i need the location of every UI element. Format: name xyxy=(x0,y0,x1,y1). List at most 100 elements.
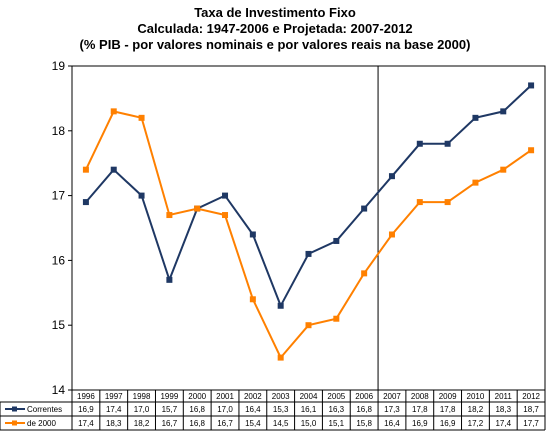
data-table: 1996 1997 1998 1999 2000 2001 2002 2003 2004 2005… xyxy=(0,390,546,431)
y-tick-label: 18 xyxy=(52,124,66,138)
data-point xyxy=(416,140,423,147)
data-point xyxy=(222,192,229,199)
series-line-1 xyxy=(85,84,532,309)
data-label: 17,3 xyxy=(384,405,400,414)
legend-marker xyxy=(12,406,17,412)
category-label: 2010 xyxy=(467,392,485,401)
data-point xyxy=(444,140,451,147)
data-point xyxy=(361,270,368,277)
category-label: 1999 xyxy=(160,392,178,401)
y-tick-label: 16 xyxy=(52,253,66,267)
data-point xyxy=(166,212,173,219)
data-label: 15,7 xyxy=(162,405,178,414)
data-point xyxy=(82,199,89,206)
data-point xyxy=(166,276,173,283)
data-label: 16,9 xyxy=(412,419,428,428)
data-point xyxy=(277,302,284,309)
chart-subtitle: Calculada: 1947-2006 e Projetada: 2007-2… xyxy=(137,21,413,36)
data-label: 16,1 xyxy=(301,405,317,414)
category-label: 2012 xyxy=(522,392,540,401)
data-label: 17,0 xyxy=(134,405,150,414)
data-label: 18,3 xyxy=(495,405,511,414)
chart-titles: Taxa de Investimento Fixo Calculada: 194… xyxy=(0,5,550,53)
legend-label: de 2000 xyxy=(27,419,56,428)
data-point xyxy=(305,250,312,257)
data-point xyxy=(138,114,145,121)
legend-label: Correntes xyxy=(27,405,62,414)
chart-subtitle-2: (% PIB - por valores nominais e por valo… xyxy=(79,37,471,52)
data-label: 18,3 xyxy=(106,419,122,428)
category-label: 2005 xyxy=(327,392,345,401)
data-point xyxy=(528,82,535,89)
data-label: 17,4 xyxy=(495,419,511,428)
category-label: 2001 xyxy=(216,392,234,401)
series-line-2 xyxy=(84,110,532,360)
data-point xyxy=(249,231,256,238)
data-point xyxy=(222,212,229,219)
data-label: 16,9 xyxy=(78,405,94,414)
data-label: 16,8 xyxy=(189,419,205,428)
data-point xyxy=(361,205,368,212)
data-point xyxy=(388,231,395,238)
category-label: 2009 xyxy=(439,392,457,401)
legend-marker xyxy=(12,420,17,426)
category-label: 2011 xyxy=(495,392,513,401)
data-point xyxy=(194,205,201,212)
category-label: 1998 xyxy=(133,392,151,401)
data-label: 15,3 xyxy=(273,405,289,414)
data-point xyxy=(472,114,479,121)
data-label: 16,7 xyxy=(217,419,233,428)
category-label: 2003 xyxy=(272,392,290,401)
chart-title: Taxa de Investimento Fixo xyxy=(194,5,356,20)
data-point xyxy=(500,108,507,115)
y-tick-label: 14 xyxy=(52,383,66,397)
category-label: 2006 xyxy=(355,392,373,401)
data-point xyxy=(110,108,117,115)
data-label: 16,8 xyxy=(189,405,205,414)
data-label: 15,0 xyxy=(301,419,317,428)
data-point xyxy=(444,199,451,206)
data-point xyxy=(333,315,340,322)
category-label: 2002 xyxy=(244,392,262,401)
data-point xyxy=(388,173,395,180)
data-label: 16,8 xyxy=(356,405,372,414)
data-label: 15,4 xyxy=(245,419,261,428)
category-label: 2007 xyxy=(383,392,401,401)
data-point xyxy=(528,147,535,154)
data-label: 16,3 xyxy=(329,405,345,414)
category-label: 2000 xyxy=(188,392,206,401)
data-point xyxy=(305,322,312,329)
data-point xyxy=(500,166,507,173)
axes: 14 15 16 17 18 19 xyxy=(52,59,546,397)
data-point xyxy=(472,179,479,186)
category-label: 2008 xyxy=(411,392,429,401)
data-point xyxy=(277,354,284,361)
data-label: 16,7 xyxy=(162,419,178,428)
y-tick-label: 17 xyxy=(52,189,66,203)
y-tick-label: 15 xyxy=(52,318,66,332)
category-label: 1997 xyxy=(105,392,123,401)
data-label: 18,2 xyxy=(134,419,150,428)
data-label: 17,8 xyxy=(440,405,456,414)
data-label: 18,2 xyxy=(468,405,484,414)
data-label: 17,2 xyxy=(468,419,484,428)
data-label: 17,7 xyxy=(523,419,539,428)
category-label: 1996 xyxy=(77,392,95,401)
data-label: 16,4 xyxy=(384,419,400,428)
data-label: 17,0 xyxy=(217,405,233,414)
data-label: 16,9 xyxy=(440,419,456,428)
series-layer xyxy=(82,82,535,361)
category-label: 2004 xyxy=(300,392,318,401)
data-point xyxy=(416,199,423,206)
y-tick-label: 19 xyxy=(52,59,66,73)
data-label: 17,4 xyxy=(106,405,122,414)
data-label: 16,4 xyxy=(245,405,261,414)
data-point xyxy=(249,296,256,303)
data-point xyxy=(110,166,117,173)
data-label: 14,5 xyxy=(273,419,289,428)
data-label: 15,1 xyxy=(329,419,345,428)
data-point xyxy=(82,166,89,173)
data-label: 15,8 xyxy=(356,419,372,428)
data-label: 18,7 xyxy=(523,405,539,414)
